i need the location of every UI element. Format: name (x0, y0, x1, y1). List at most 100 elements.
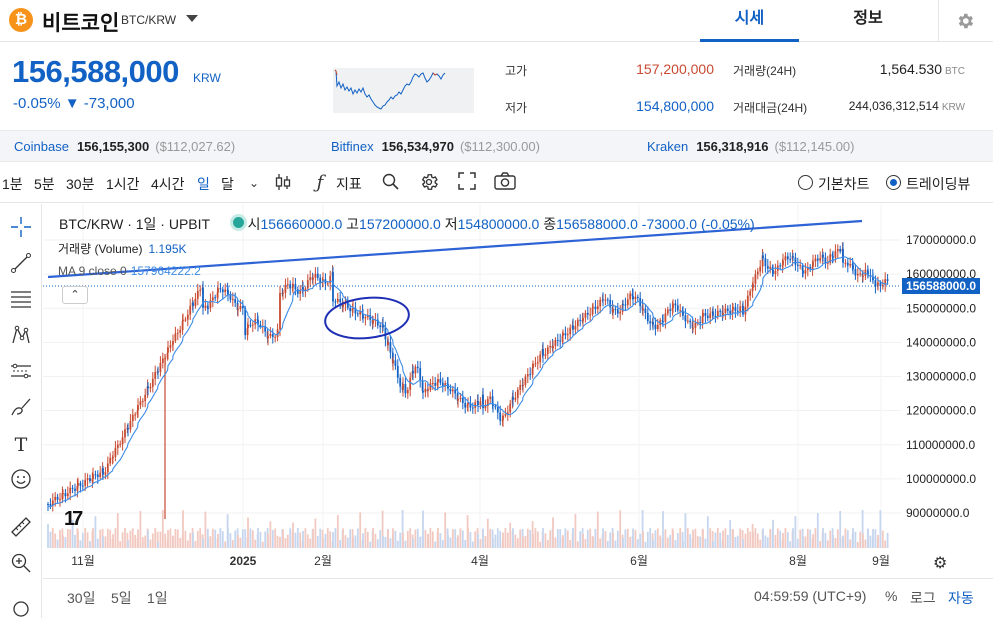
camera-icon[interactable] (494, 172, 516, 194)
pattern-icon[interactable] (8, 324, 34, 350)
exchange-kraken[interactable]: Kraken 156,318,916 ($112,145.00) (647, 131, 855, 162)
volume-bar (582, 533, 584, 548)
candle-body (774, 270, 777, 274)
fib-icon[interactable] (8, 288, 34, 314)
magnifier-icon[interactable] (380, 172, 402, 194)
emoji-icon[interactable] (8, 468, 34, 494)
legend-open-label: 시 (247, 216, 261, 232)
text-icon[interactable]: T (14, 434, 28, 456)
brush-icon[interactable] (8, 396, 34, 422)
exchange-bitfinex[interactable]: Bitfinex 156,534,970 ($112,300.00) (331, 131, 540, 162)
ruler-icon[interactable] (8, 516, 34, 542)
volume-bar (276, 535, 279, 548)
volume-bar (824, 532, 827, 548)
fx-icon[interactable]: ƒ (316, 172, 324, 193)
interval-30m[interactable]: 30분 (66, 176, 95, 192)
interval-5m[interactable]: 5분 (34, 176, 55, 192)
view-tradingview-label[interactable]: 트레이딩뷰 (906, 176, 971, 192)
ma-legend[interactable]: MA 9 close 0 157964222.2 (58, 264, 201, 278)
view-tradingview-radio[interactable] (886, 175, 901, 190)
interval-dropdown-chevron-icon[interactable]: ⌄ (248, 176, 260, 190)
coin-name: 비트코인 (42, 12, 120, 35)
volume-legend[interactable]: 거래량 (Volume) 1.195K (58, 240, 187, 257)
percent-toggle[interactable]: % (885, 588, 898, 604)
time-axis-label: 4월 (471, 554, 489, 568)
candle-body (816, 258, 819, 261)
volume-bar (192, 532, 194, 548)
volume-bar (764, 535, 767, 548)
axis-settings-gear-icon[interactable]: ⚙ (933, 555, 948, 572)
gear-icon[interactable] (418, 172, 440, 194)
trendline-icon[interactable] (8, 252, 34, 278)
crosshair-icon[interactable] (8, 216, 34, 242)
fullscreen-icon[interactable] (456, 172, 478, 194)
interval-1h[interactable]: 1시간 (106, 176, 140, 192)
candle-body (569, 327, 572, 335)
interval-1m[interactable]: 1분 (2, 176, 23, 192)
candle-body (121, 437, 124, 445)
volume-bar (546, 539, 549, 548)
candlestick-plot[interactable]: 170000000.0 160000000.0 150000000.0 1400000… (43, 204, 993, 578)
volume-bar (179, 538, 182, 548)
exchange-name: Kraken (647, 139, 689, 154)
candle-body (496, 407, 499, 413)
amount-label: 거래대금(24H) (733, 101, 808, 115)
candle-body (839, 249, 842, 252)
view-basic-label[interactable]: 기본차트 (818, 176, 870, 192)
auto-toggle[interactable]: 자동 (948, 590, 974, 606)
zoom-icon[interactable] (8, 552, 34, 578)
candle-body (484, 405, 487, 409)
indicator-button[interactable]: 지표 (336, 176, 362, 192)
candle-body (822, 254, 824, 258)
price-chart[interactable]: 170000000.0 160000000.0 150000000.0 1400000… (43, 204, 993, 578)
volume-bar (774, 534, 777, 548)
volume-bar (109, 529, 112, 548)
volume-bar (762, 528, 764, 548)
coin-select-caret-icon[interactable] (186, 15, 198, 22)
settings-button[interactable] (938, 0, 993, 42)
volume-bar (49, 531, 52, 548)
candle-body (812, 261, 814, 267)
volume-bar (249, 528, 252, 548)
volume-bar (334, 528, 337, 548)
tradingview-logo-icon[interactable]: 17 (64, 508, 83, 530)
clock-time[interactable]: 04:59:59 (UTC+9) (754, 588, 867, 604)
candle-body (479, 401, 482, 406)
volume-bar (642, 531, 644, 548)
candle-body (622, 304, 624, 306)
candle-body (542, 349, 544, 356)
volume-bar (81, 532, 84, 548)
view-basic-radio[interactable] (798, 175, 813, 190)
volume-bar (802, 536, 804, 548)
volume-bar (324, 533, 327, 548)
volume-bar (742, 539, 744, 548)
candle-body (716, 310, 719, 316)
candle-icon[interactable] (272, 172, 294, 194)
interval-month[interactable]: 달 (221, 176, 234, 192)
volume-bar (489, 528, 492, 548)
candle-body (439, 379, 442, 383)
candle-body (522, 384, 524, 386)
log-toggle[interactable]: 로그 (910, 590, 936, 606)
volume-bar (879, 510, 882, 548)
candle-body (434, 383, 437, 386)
candle-body (296, 289, 299, 294)
magnet-icon[interactable] (8, 596, 34, 618)
range-30d[interactable]: 30일 (67, 590, 96, 606)
range-1d[interactable]: 1일 (147, 590, 168, 606)
projection-icon[interactable] (8, 360, 34, 386)
exchange-coinbase[interactable]: Coinbase 156,155,300 ($112,027.62) (14, 131, 235, 162)
candle-body (387, 342, 389, 346)
collapse-legend-button[interactable]: ⌃ (62, 286, 88, 304)
volume-bar (151, 533, 154, 548)
range-5d[interactable]: 5일 (111, 590, 132, 606)
interval-4h[interactable]: 4시간 (151, 176, 185, 192)
volume-bar (346, 537, 349, 548)
volume-bar (471, 541, 474, 548)
interval-1d[interactable]: 일 (197, 176, 210, 192)
volume-bar (376, 539, 379, 548)
volume-bar (182, 510, 184, 548)
tab-info[interactable]: 정보 (853, 10, 883, 27)
tab-quote[interactable]: 시세 (700, 0, 799, 42)
candle-body (237, 309, 239, 311)
